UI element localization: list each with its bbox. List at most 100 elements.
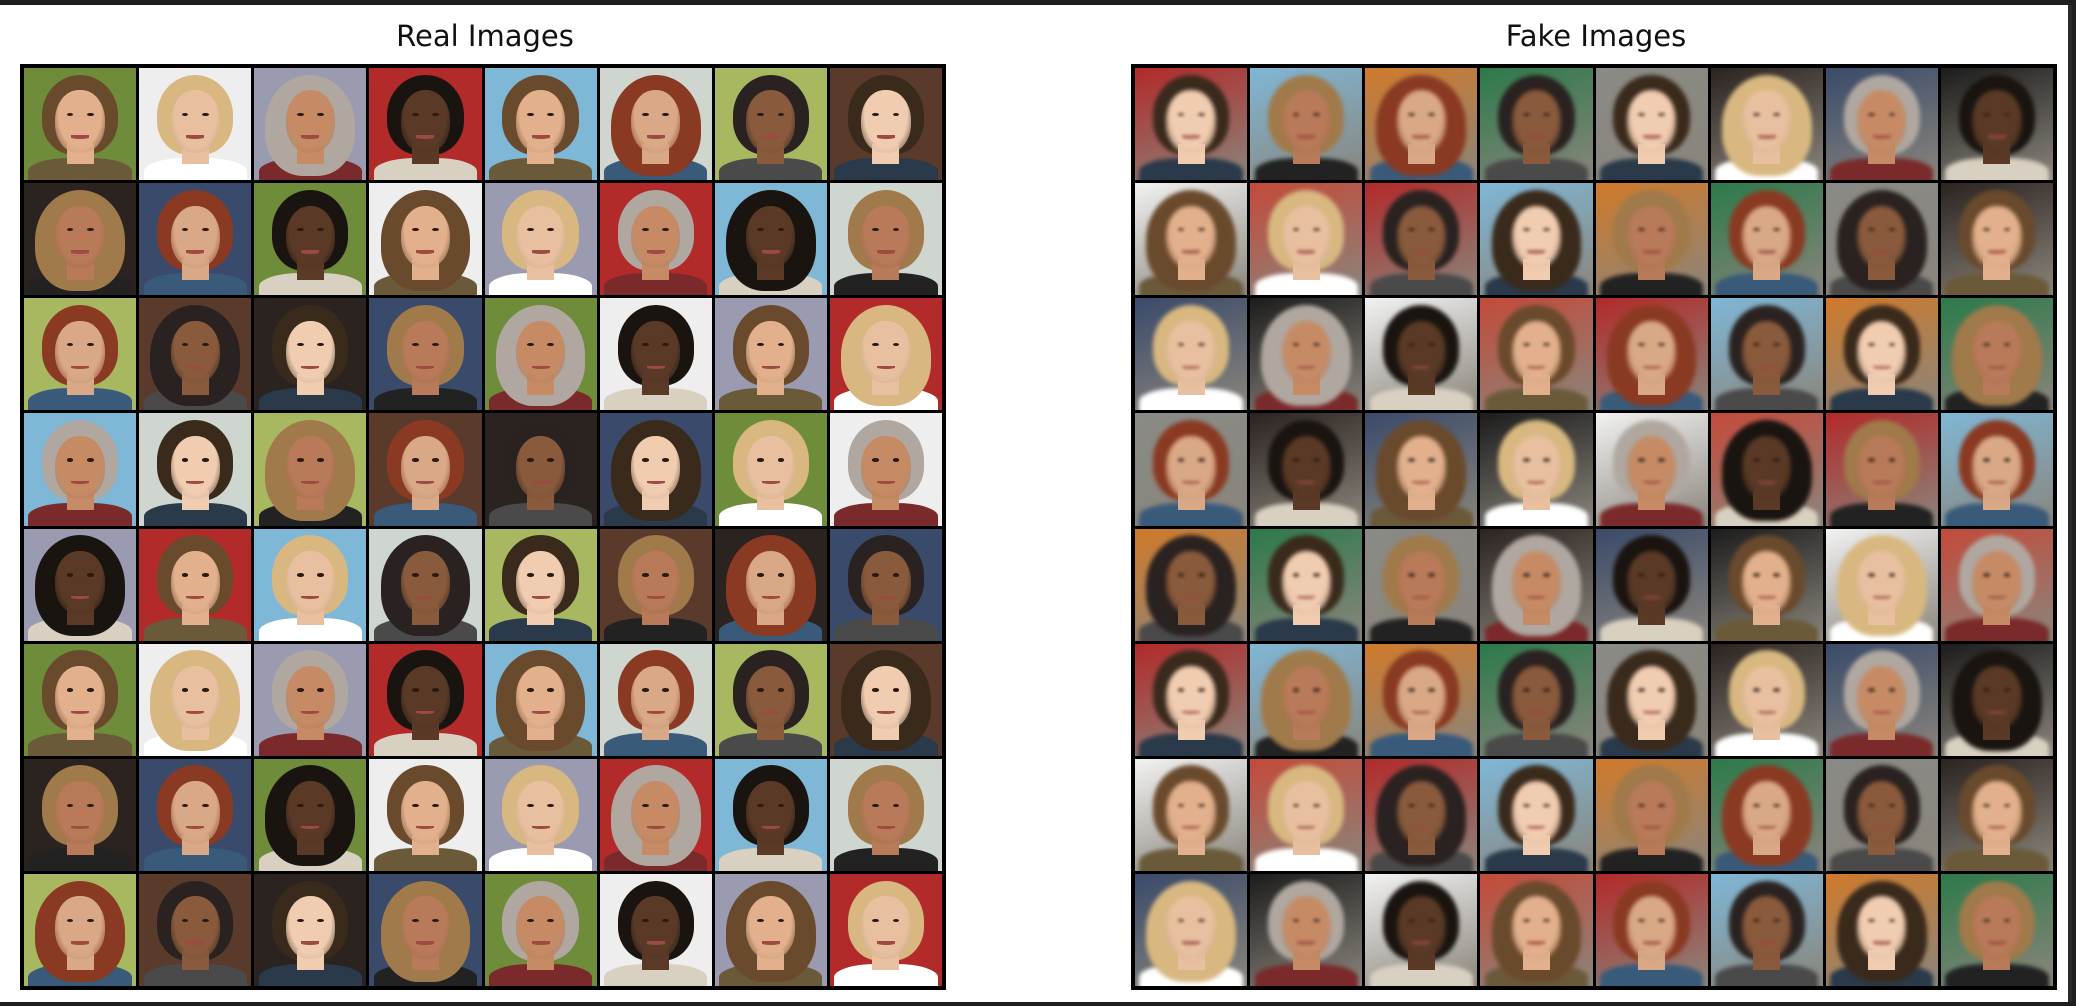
portrait-mouth	[416, 250, 435, 254]
real-image-tile	[714, 643, 827, 756]
fake-image-tile	[1480, 298, 1593, 411]
portrait-mouth	[186, 480, 205, 484]
real-image-tile	[369, 643, 482, 756]
portrait-mouth	[1987, 595, 2006, 600]
portrait-mouth	[1182, 250, 1201, 254]
portrait-mouth	[1642, 595, 1661, 600]
portrait-eye-left	[296, 688, 304, 692]
portrait-face	[515, 896, 566, 960]
portrait-eye-left	[1522, 343, 1530, 347]
fake-image-tile	[1940, 68, 2053, 181]
portrait-eye-right	[201, 918, 209, 923]
portrait-face	[55, 90, 105, 154]
portrait-eye-left	[181, 343, 189, 347]
portrait-eye-right	[547, 227, 554, 232]
portrait-mouth	[1642, 480, 1661, 484]
portrait-face	[1396, 896, 1446, 960]
portrait-shoulders	[1484, 157, 1588, 181]
fake-image-tile	[1365, 68, 1478, 181]
portrait-face	[1511, 205, 1562, 269]
portrait-mouth	[416, 135, 435, 139]
portrait-eye-left	[1522, 688, 1530, 692]
portrait-face	[1972, 320, 2022, 384]
portrait-eye-right	[1197, 112, 1205, 117]
portrait-mouth	[1642, 135, 1661, 139]
portrait-mouth	[1412, 826, 1431, 830]
portrait-eye-left	[527, 343, 534, 347]
portrait-shoulders	[488, 848, 593, 871]
portrait-shoulders	[719, 733, 823, 756]
real-image-tile	[139, 413, 252, 526]
portrait-mouth	[1412, 480, 1431, 484]
portrait-mouth	[186, 135, 205, 139]
portrait-face	[631, 435, 681, 499]
portrait-face	[170, 435, 220, 499]
portrait-shoulders	[604, 272, 708, 296]
portrait-mouth	[646, 480, 665, 484]
fake-image-tile	[1365, 643, 1478, 756]
portrait-eye-right	[317, 112, 324, 117]
portrait-eye-right	[1428, 227, 1435, 232]
portrait-eye-left	[872, 573, 880, 577]
portrait-shoulders	[1599, 848, 1704, 871]
portrait-face	[170, 896, 220, 960]
portrait-mouth	[1987, 826, 2006, 830]
real-image-tile	[599, 758, 712, 871]
portrait-mouth	[186, 710, 205, 715]
portrait-eye-left	[527, 458, 534, 462]
portrait-shoulders	[1139, 157, 1243, 181]
portrait-mouth	[876, 941, 895, 945]
portrait-mouth	[761, 595, 780, 600]
portrait-shoulders	[488, 963, 593, 986]
portrait-face	[746, 550, 796, 614]
portrait-face	[1972, 435, 2022, 499]
portrait-eye-right	[86, 573, 94, 577]
portrait-eye-right	[777, 918, 785, 923]
portrait-eye-right	[1773, 458, 1781, 462]
portrait-shoulders	[1715, 387, 1819, 411]
portrait-shoulders	[1830, 503, 1934, 526]
real-image-tile	[24, 68, 137, 181]
portrait-eye-left	[757, 227, 765, 232]
portrait-face	[285, 90, 335, 154]
portrait-face	[1857, 896, 1907, 960]
portrait-shoulders	[1945, 157, 2049, 181]
fake-image-tile	[1710, 68, 1823, 181]
fake-image-tile	[1595, 68, 1708, 181]
portrait-eye-left	[66, 458, 74, 462]
portrait-mouth	[186, 595, 205, 600]
portrait-eye-right	[777, 688, 785, 692]
portrait-eye-right	[777, 573, 785, 577]
fake-image-tile	[1135, 298, 1248, 411]
portrait-eye-right	[201, 803, 209, 807]
portrait-shoulders	[834, 963, 938, 986]
portrait-eye-left	[642, 573, 649, 577]
portrait-eye-left	[1292, 112, 1300, 117]
portrait-eye-right	[1888, 112, 1896, 117]
portrait-eye-left	[1983, 227, 1991, 232]
portrait-eye-left	[1292, 343, 1300, 347]
portrait-face	[55, 320, 105, 384]
portrait-mouth	[1757, 710, 1776, 715]
portrait-mouth	[1527, 135, 1546, 139]
portrait-mouth	[876, 365, 895, 369]
portrait-face	[1972, 896, 2022, 960]
portrait-eye-left	[1177, 803, 1185, 807]
portrait-mouth	[416, 710, 435, 715]
real-image-tile	[484, 528, 597, 641]
portrait-shoulders	[1599, 157, 1704, 181]
portrait-eye-right	[86, 918, 94, 923]
portrait-face	[285, 896, 335, 960]
real-image-tile	[254, 68, 367, 181]
portrait-mouth	[1412, 941, 1431, 945]
portrait-mouth	[761, 826, 780, 830]
portrait-eye-left	[1292, 573, 1300, 577]
portrait-eye-left	[411, 918, 419, 923]
real-image-tile	[369, 873, 482, 986]
portrait-face	[1281, 781, 1331, 844]
portrait-eye-right	[1428, 343, 1435, 347]
portrait-eye-left	[872, 803, 880, 807]
portrait-face	[1972, 781, 2022, 844]
portrait-eye-right	[1888, 343, 1896, 347]
real-image-tile	[369, 413, 482, 526]
